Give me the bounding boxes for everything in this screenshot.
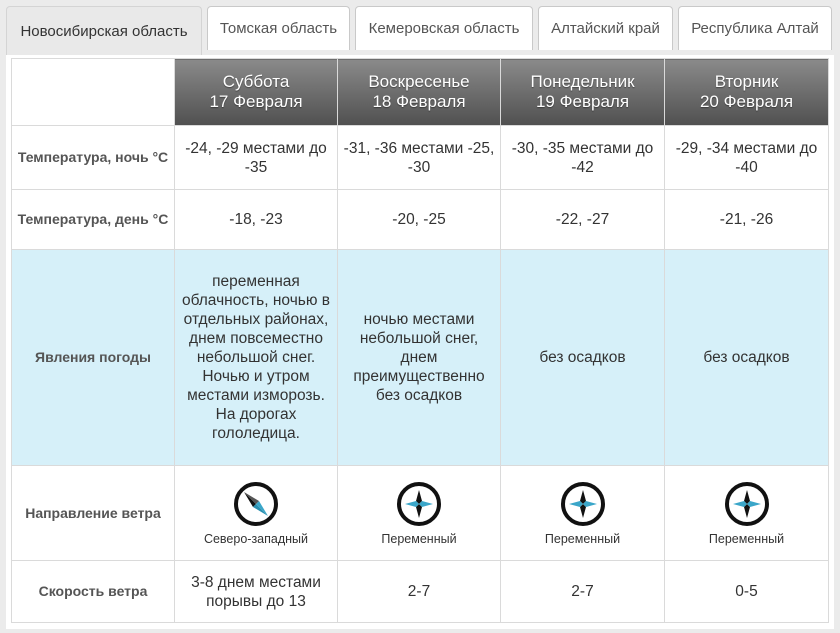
compass-northwest-icon [234,482,278,526]
weather-value: переменная облачность, ночью в отдельных… [174,249,338,466]
wind-direction-value: Переменный [708,532,785,546]
tab-novosibirsk[interactable]: Новосибирская область [6,6,202,56]
day-date: 19 Февраля [535,92,630,111]
day-weekday: Вторник [714,72,779,91]
compass-variable-icon [397,482,441,526]
weather-value: ночью местами небольшой снег, днем преим… [337,249,501,466]
forecast-table: Суббота 17 Февраля Воскресенье 18 Февраля … [11,58,829,623]
wind-speed-value: 0-5 [664,560,829,623]
row-label-wind-direction: Направление ветра [11,465,175,561]
wind-direction-cell: Переменный [500,465,665,561]
day-date: 20 Февраля [699,92,794,111]
forecast-panel: Суббота 17 Февраля Воскресенье 18 Февраля … [6,55,834,629]
day-date: 18 Февраля [372,92,466,111]
temp-night-value: -29, -34 местами до -40 [664,125,829,190]
day-header: Вторник 20 Февраля [664,58,829,126]
tab-altai-krai[interactable]: Алтайский край [538,6,673,50]
temp-day-value: -21, -26 [664,189,829,250]
row-label-temp-night: Температура, ночь °С [11,125,175,190]
wind-direction-cell: Переменный [664,465,829,561]
weather-value: без осадков [664,249,829,466]
wind-speed-value: 2-7 [337,560,501,623]
compass-variable-icon [560,482,605,526]
wind-direction-value: Северо-западный [203,532,309,546]
tab-altai-republic[interactable]: Республика Алтай [678,6,832,50]
tab-tomsk[interactable]: Томская область [207,6,350,50]
table-row: Направление ветра Северо-западный [11,465,829,561]
day-date: 17 Февраля [209,92,303,111]
table-row: Скорость ветра 3-8 днем местами порывы д… [11,560,829,623]
wind-direction-cell: Северо-западный [174,465,338,561]
day-weekday: Воскресенье [368,72,470,91]
table-row: Температура, ночь °С -24, -29 местами до… [11,125,829,190]
temp-night-value: -24, -29 местами до -35 [174,125,338,190]
row-label-temp-day: Температура, день °С [11,189,175,250]
day-weekday: Суббота [222,72,290,91]
temp-night-value: -31, -36 местами -25, -30 [337,125,501,190]
day-header: Воскресенье 18 Февраля [337,58,501,126]
compass-variable-icon [724,482,769,526]
table-header-row: Суббота 17 Февраля Воскресенье 18 Февраля … [11,58,829,126]
day-header: Понедельник 19 Февраля [500,58,665,126]
row-label-wind-speed: Скорость ветра [11,560,175,623]
wind-direction-value: Переменный [544,532,621,546]
wind-direction-cell: Переменный [337,465,501,561]
wind-speed-value: 3-8 днем местами порывы до 13 [174,560,338,623]
temp-day-value: -18, -23 [174,189,338,250]
table-row: Температура, день °С -18, -23 -20, -25 -… [11,189,829,250]
row-label-weather: Явления погоды [11,249,175,466]
day-header: Суббота 17 Февраля [174,58,338,126]
temp-day-value: -20, -25 [337,189,501,250]
weather-value: без осадков [500,249,665,466]
temp-night-value: -30, -35 местами до -42 [500,125,665,190]
temp-day-value: -22, -27 [500,189,665,250]
wind-speed-value: 2-7 [500,560,665,623]
header-corner [11,58,175,126]
wind-direction-value: Переменный [381,532,457,546]
table-row: Явления погоды переменная облачность, но… [11,249,829,466]
day-weekday: Понедельник [530,72,635,91]
tab-kemerovo[interactable]: Кемеровская область [355,6,533,50]
